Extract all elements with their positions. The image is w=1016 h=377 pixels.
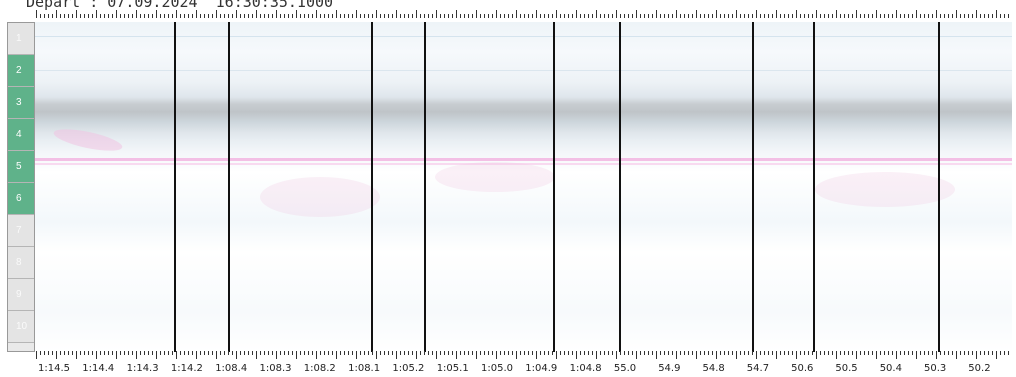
time-label: 50.2 — [968, 363, 991, 374]
time-label: 50.5 — [835, 363, 858, 374]
finish-time-marker[interactable] — [228, 22, 230, 352]
time-label: 54.9 — [658, 363, 681, 374]
time-label: 55.0 — [613, 363, 637, 374]
time-label: 54.7 — [746, 363, 770, 374]
lane-button-3[interactable]: 3 — [8, 87, 34, 119]
lane-trace — [35, 70, 1012, 71]
time-label: 1:05.0 — [481, 363, 513, 374]
time-label: 54.8 — [702, 363, 725, 374]
lane-button-1[interactable]: 1 — [8, 23, 34, 55]
time-label: 1:04.9 — [525, 363, 558, 374]
time-label: 1:14.2 — [170, 363, 203, 374]
time-label: 1:08.3 — [259, 363, 292, 374]
finish-time-marker[interactable] — [553, 22, 555, 352]
lane-button-8[interactable]: 8 — [8, 247, 34, 279]
lane-button-9[interactable]: 9 — [8, 279, 34, 311]
finish-time-marker[interactable] — [752, 22, 754, 352]
time-label: 1:08.2 — [303, 363, 336, 374]
lane-button-10[interactable]: 10 — [8, 311, 34, 343]
bottom-time-ruler — [36, 351, 1012, 363]
finish-time-marker[interactable] — [813, 22, 815, 352]
time-label: 1:08.1 — [348, 363, 381, 374]
time-axis-labels: 1:14.5 1:14.4 1:14.3 1:14.2 1:08.4 1:08.3 1:08… — [36, 363, 1012, 377]
finish-time-marker[interactable] — [174, 22, 176, 352]
time-label: 1:14.5 — [38, 363, 70, 374]
time-label: 1:04.8 — [569, 363, 602, 374]
athlete-smear — [435, 162, 555, 192]
athlete-smear — [815, 172, 955, 207]
time-label: 50.4 — [879, 363, 902, 374]
lane-trace — [35, 158, 1012, 161]
lane-trace — [35, 163, 1012, 165]
time-label: 1:14.4 — [82, 363, 115, 374]
time-label: 1:14.3 — [126, 363, 159, 374]
time-label: 1:05.1 — [436, 363, 469, 374]
time-label: 50.3 — [924, 363, 947, 374]
time-label: 1:08.4 — [215, 363, 248, 374]
finish-time-marker[interactable] — [371, 22, 373, 352]
lane-button-4[interactable]: 4 — [8, 119, 34, 151]
athlete-smear — [260, 177, 380, 217]
lane-button-5[interactable]: 5 — [8, 151, 34, 183]
lane-trace — [35, 36, 1012, 37]
photo-finish-image[interactable] — [35, 22, 1012, 352]
finish-time-marker[interactable] — [424, 22, 426, 352]
time-label: 50.6 — [791, 363, 814, 374]
finish-time-marker[interactable] — [619, 22, 621, 352]
lane-button-7[interactable]: 7 — [8, 215, 34, 247]
lane-button-6[interactable]: 6 — [8, 183, 34, 215]
lane-button-2[interactable]: 2 — [8, 55, 34, 87]
finish-time-marker[interactable] — [938, 22, 940, 352]
top-time-ruler — [36, 6, 1012, 18]
start-time-header: Depart : 07.09.2024 16:30:35.1000 — [26, 0, 334, 11]
lane-selector: 1 2 3 4 5 6 7 8 9 10 — [7, 22, 35, 352]
time-label: 1:05.2 — [392, 363, 425, 374]
athlete-smear — [52, 124, 124, 156]
